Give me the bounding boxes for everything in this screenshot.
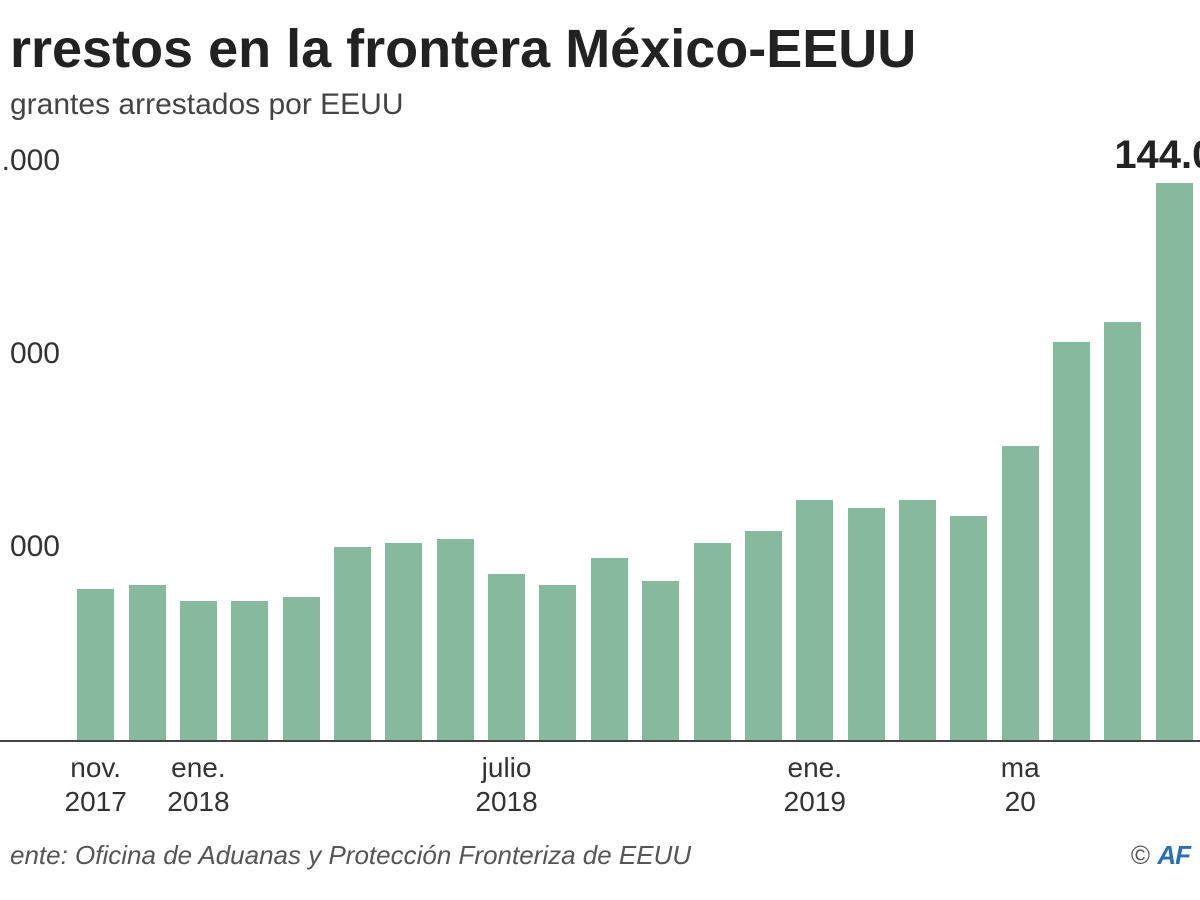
agency-logo: AF <box>1157 840 1190 871</box>
x-tick-year: 2017 <box>65 786 127 818</box>
bar <box>283 597 320 740</box>
bar <box>1104 322 1141 740</box>
bar <box>694 543 731 740</box>
bar <box>796 500 833 740</box>
bar <box>745 531 782 740</box>
bars-layer <box>0 160 1200 740</box>
bar <box>591 558 628 740</box>
x-tick-month: ma <box>1001 752 1040 784</box>
chart-container: rrestos en la frontera México-EEUU grant… <box>0 0 1200 900</box>
bar <box>231 601 268 740</box>
x-tick-month: ene. <box>788 752 843 784</box>
bar <box>899 500 936 740</box>
x-tick-year: 2019 <box>784 786 846 818</box>
bar <box>1156 183 1193 740</box>
x-tick-year: 20 <box>1005 786 1036 818</box>
x-tick-month: julio <box>482 752 532 784</box>
bar <box>437 539 474 740</box>
source-line: ente: Oficina de Aduanas y Protección Fr… <box>10 840 691 871</box>
bar <box>488 574 525 740</box>
bar <box>950 516 987 740</box>
bar <box>77 589 114 740</box>
bar <box>334 547 371 740</box>
copyright-symbol: © <box>1131 840 1150 870</box>
credit-line: © AF <box>1131 840 1190 871</box>
bar <box>385 543 422 740</box>
bar <box>642 581 679 740</box>
x-tick-year: 2018 <box>167 786 229 818</box>
x-tick-month: nov. <box>70 752 121 784</box>
x-axis-baseline <box>0 740 1200 742</box>
bar <box>1053 342 1090 740</box>
bar <box>129 585 166 740</box>
bar <box>180 601 217 740</box>
bar <box>539 585 576 740</box>
chart-subtitle: grantes arrestados por EEUU <box>10 88 404 122</box>
bar <box>848 508 885 740</box>
x-tick-year: 2018 <box>475 786 537 818</box>
chart-title: rrestos en la frontera México-EEUU <box>10 18 916 80</box>
bar <box>1002 446 1039 740</box>
x-tick-month: ene. <box>171 752 226 784</box>
